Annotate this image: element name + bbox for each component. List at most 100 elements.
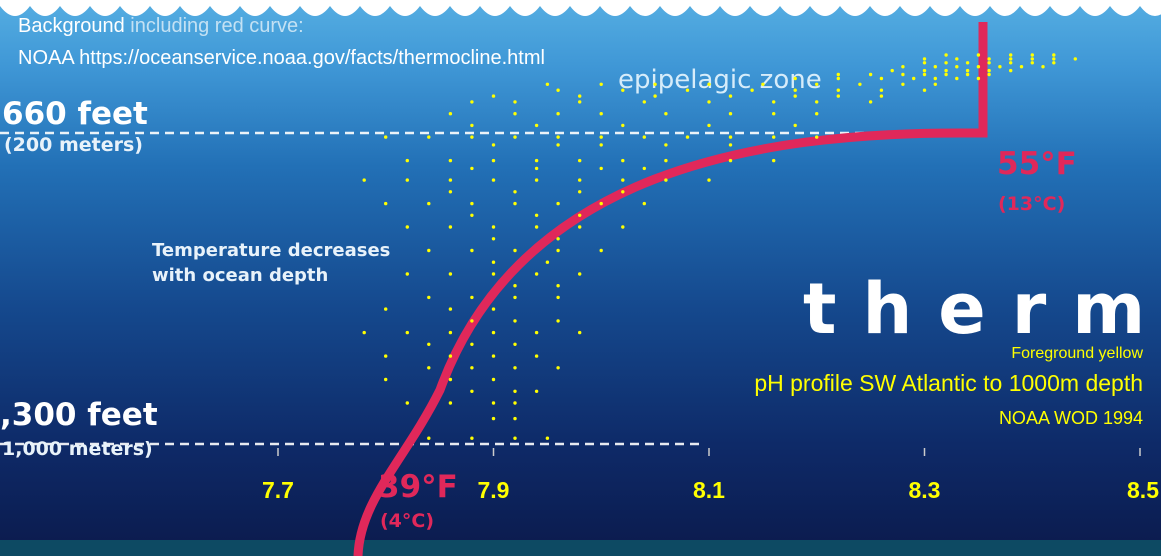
data-point xyxy=(405,158,409,163)
data-point xyxy=(470,295,474,300)
data-point xyxy=(772,100,776,104)
data-point xyxy=(879,94,884,98)
data-point xyxy=(427,342,431,346)
data-point xyxy=(879,88,884,92)
data-point xyxy=(513,190,517,194)
data-point xyxy=(545,260,550,264)
data-point xyxy=(427,436,431,440)
seafloor-band xyxy=(0,540,1161,556)
data-point xyxy=(448,178,453,182)
data-point xyxy=(707,100,711,104)
data-point xyxy=(534,389,539,393)
data-point xyxy=(728,135,733,139)
data-point xyxy=(545,436,550,440)
data-point xyxy=(621,88,625,92)
data-point xyxy=(534,354,539,358)
data-point xyxy=(384,135,388,139)
data-point xyxy=(976,53,981,57)
data-point xyxy=(944,72,948,77)
data-point xyxy=(513,248,517,253)
data-point xyxy=(513,416,517,421)
data-point xyxy=(491,225,496,229)
data-point xyxy=(653,94,657,98)
data-point xyxy=(578,158,582,163)
x-tick-label: 8.5 xyxy=(1127,477,1159,503)
temp-bottom-f: 39°F xyxy=(378,469,458,505)
data-point xyxy=(685,88,690,92)
data-point xyxy=(944,68,948,73)
data-point xyxy=(793,88,797,92)
data-point xyxy=(1041,65,1045,69)
data-point xyxy=(556,248,560,253)
data-point xyxy=(1052,61,1056,65)
data-point xyxy=(965,61,970,65)
data-point xyxy=(491,354,496,358)
data-point xyxy=(1030,57,1035,61)
data-point xyxy=(405,272,409,276)
data-point xyxy=(599,143,603,147)
data-point xyxy=(427,201,431,206)
data-point xyxy=(728,112,733,116)
data-point xyxy=(901,82,905,87)
surface-waves xyxy=(0,0,1161,16)
data-point xyxy=(922,61,927,65)
ph-points xyxy=(362,53,1078,440)
data-point xyxy=(1009,61,1013,65)
data-point xyxy=(955,57,959,61)
data-point xyxy=(1009,57,1013,61)
data-point xyxy=(728,94,733,98)
data-point xyxy=(599,112,603,116)
data-point xyxy=(761,82,765,87)
data-point xyxy=(922,57,927,61)
data-point xyxy=(922,68,927,73)
data-point xyxy=(879,76,884,81)
data-point xyxy=(621,225,625,229)
data-point xyxy=(578,94,582,98)
data-point xyxy=(427,295,431,300)
temperature-curve xyxy=(353,22,988,556)
data-point xyxy=(556,319,560,323)
data-point xyxy=(513,201,517,206)
data-point xyxy=(384,201,388,206)
data-point xyxy=(599,135,603,139)
data-point xyxy=(534,213,539,217)
data-point xyxy=(491,158,496,163)
data-point xyxy=(513,319,517,323)
data-point xyxy=(448,377,453,382)
x-axis: 7.7 7.9 8.1 8.3 8.5 xyxy=(262,448,1159,503)
depth-bottom-feet: ,300 feet xyxy=(0,397,158,433)
data-point xyxy=(556,112,560,116)
data-point xyxy=(578,225,582,229)
data-point xyxy=(362,330,366,335)
data-point xyxy=(987,61,991,65)
data-point xyxy=(793,94,797,98)
data-point xyxy=(578,213,582,217)
data-point xyxy=(707,82,711,87)
data-point xyxy=(1073,57,1078,61)
data-point xyxy=(513,100,517,104)
data-point xyxy=(556,201,560,206)
data-point xyxy=(513,342,517,346)
data-point xyxy=(815,100,819,104)
depth-top-feet: 660 feet xyxy=(2,96,148,132)
data-point xyxy=(815,135,819,139)
data-point xyxy=(491,178,496,182)
data-point xyxy=(933,65,937,69)
data-point xyxy=(470,135,474,139)
data-point xyxy=(987,57,991,61)
data-point xyxy=(772,135,776,139)
data-point xyxy=(685,135,690,139)
data-point xyxy=(556,135,560,139)
data-point xyxy=(728,158,733,163)
data-point xyxy=(621,123,625,128)
data-point xyxy=(642,166,646,171)
data-point xyxy=(448,401,453,405)
data-point xyxy=(556,88,560,92)
data-point xyxy=(534,123,539,128)
data-point xyxy=(491,143,496,147)
data-point xyxy=(491,94,496,98)
foreground-tag: Foreground yellow xyxy=(1011,345,1143,362)
data-point xyxy=(890,68,894,73)
data-point xyxy=(707,123,711,128)
zone-label: epipelagic zone xyxy=(618,65,822,95)
